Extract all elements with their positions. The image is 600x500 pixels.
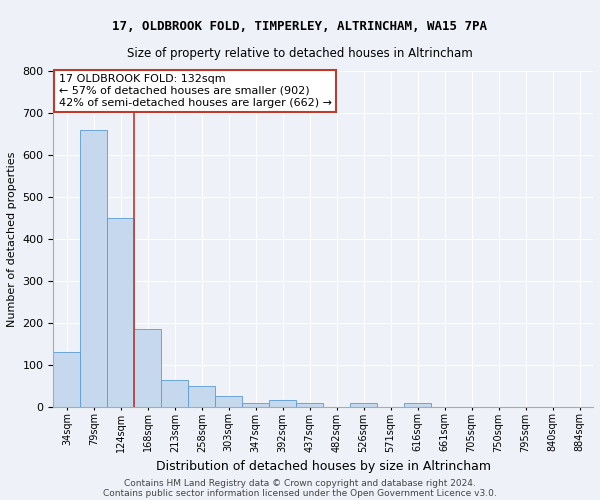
Bar xyxy=(80,130,107,407)
Bar xyxy=(215,396,242,407)
Bar xyxy=(161,380,188,407)
Bar xyxy=(188,386,215,407)
Bar xyxy=(350,402,377,407)
Text: Contains HM Land Registry data © Crown copyright and database right 2024.: Contains HM Land Registry data © Crown c… xyxy=(124,478,476,488)
Bar xyxy=(269,400,296,407)
X-axis label: Distribution of detached houses by size in Altrincham: Distribution of detached houses by size … xyxy=(156,460,491,473)
Bar xyxy=(53,352,80,407)
Bar xyxy=(107,218,134,407)
Bar xyxy=(242,402,269,407)
Text: Contains public sector information licensed under the Open Government Licence v3: Contains public sector information licen… xyxy=(103,488,497,498)
Bar xyxy=(404,404,431,407)
Text: 17, OLDBROOK FOLD, TIMPERLEY, ALTRINCHAM, WA15 7PA: 17, OLDBROOK FOLD, TIMPERLEY, ALTRINCHAM… xyxy=(113,20,487,33)
Bar xyxy=(134,329,161,407)
Y-axis label: Number of detached properties: Number of detached properties xyxy=(7,151,17,326)
Text: 17 OLDBROOK FOLD: 132sqm
← 57% of detached houses are smaller (902)
42% of semi-: 17 OLDBROOK FOLD: 132sqm ← 57% of detach… xyxy=(59,74,332,108)
Text: Size of property relative to detached houses in Altrincham: Size of property relative to detached ho… xyxy=(127,48,473,60)
Bar xyxy=(296,402,323,407)
